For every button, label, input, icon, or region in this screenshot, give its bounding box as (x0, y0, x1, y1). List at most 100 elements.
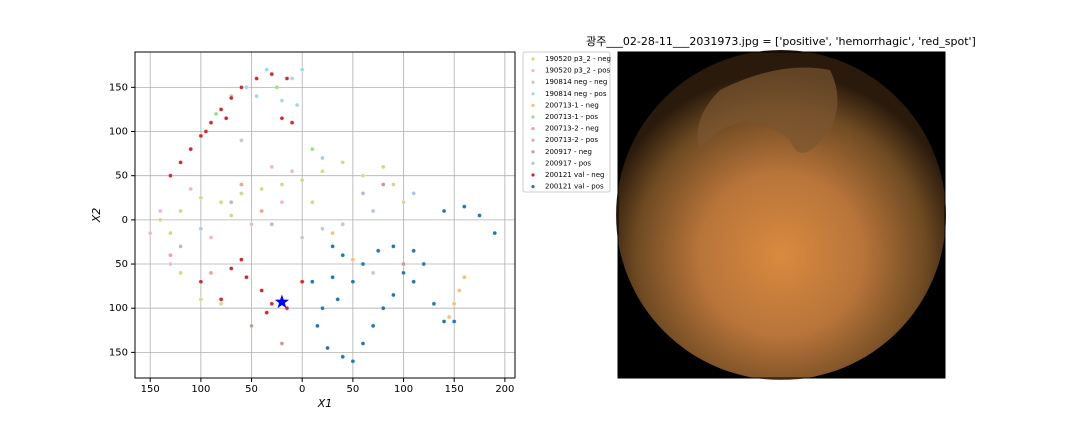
point (218, 200, 224, 205)
point (249, 222, 254, 227)
point (218, 301, 224, 306)
point (279, 116, 285, 121)
legend-marker (531, 173, 535, 177)
legend-label: 200713-2 - pos (545, 136, 598, 144)
point (158, 208, 163, 214)
x-tick-label: 100 (191, 384, 210, 395)
legend-marker (531, 185, 535, 189)
point (370, 323, 376, 329)
point (229, 213, 234, 218)
point (441, 208, 447, 214)
highlight-star (274, 294, 290, 309)
point (381, 182, 386, 187)
point (310, 279, 315, 284)
point (213, 111, 219, 116)
point (279, 182, 285, 187)
point (198, 279, 204, 284)
point (208, 270, 214, 276)
point (198, 133, 204, 139)
point (360, 261, 366, 267)
point (411, 191, 416, 196)
point (269, 71, 274, 77)
point (178, 244, 183, 249)
point (401, 200, 406, 205)
grid (135, 52, 515, 378)
point (381, 164, 386, 170)
point (249, 323, 254, 329)
legend-marker (531, 80, 535, 84)
x-tick-label: 50 (245, 384, 258, 395)
point (229, 200, 234, 205)
plot-frame (134, 51, 516, 379)
y-tick-label: 150 (109, 82, 128, 93)
point (310, 200, 315, 205)
point (218, 297, 224, 302)
point (239, 85, 244, 90)
point (254, 76, 259, 81)
point (350, 359, 356, 364)
point (259, 288, 264, 293)
point (188, 147, 193, 152)
point (269, 222, 274, 227)
image-frame (617, 51, 946, 379)
point (350, 257, 356, 262)
point (340, 253, 345, 258)
point (269, 164, 274, 170)
point (462, 275, 467, 280)
point (325, 345, 330, 351)
point (269, 301, 274, 306)
point (279, 341, 285, 346)
point (264, 67, 269, 72)
point (148, 230, 153, 236)
y-tick-label: 50 (115, 259, 128, 270)
plot-area (135, 52, 515, 378)
point (401, 270, 406, 276)
point (168, 253, 173, 258)
point (370, 270, 376, 276)
y-tick-label: 100 (109, 303, 128, 314)
point (330, 244, 335, 249)
point (431, 301, 437, 306)
point (300, 279, 305, 284)
legend-label: 190814 neg - pos (545, 90, 607, 98)
point (178, 270, 183, 276)
legend-label: 190814 neg - neg (545, 78, 607, 86)
point (441, 319, 447, 324)
point (229, 266, 234, 271)
legend-label: 200121 val - pos (545, 183, 604, 191)
point (259, 208, 264, 214)
legend-marker (531, 127, 535, 131)
point (198, 226, 204, 231)
point (401, 261, 406, 267)
point (198, 297, 204, 302)
point (300, 67, 305, 72)
point (259, 186, 264, 192)
point (320, 226, 325, 231)
point (168, 230, 173, 236)
point (239, 257, 244, 262)
point (335, 297, 340, 302)
image-title: 광주___02-28-11___2031973.jpg = ['positive… (586, 35, 976, 48)
legend-marker (531, 69, 535, 73)
point (203, 129, 209, 134)
legend-marker (531, 161, 535, 165)
legend-marker (531, 115, 535, 119)
point (452, 319, 457, 324)
x-tick-label: 150 (141, 384, 160, 395)
legend-label: 190520 p3_2 - neg (545, 55, 611, 63)
y-tick-label: 100 (109, 127, 128, 138)
point (340, 354, 345, 359)
point (239, 138, 244, 143)
point (279, 200, 285, 205)
point (289, 120, 295, 125)
point (381, 306, 386, 311)
point (198, 195, 204, 200)
legend-marker (531, 103, 535, 107)
point (168, 173, 173, 178)
point (300, 235, 305, 240)
point (300, 177, 305, 183)
legend-label: 190520 p3_2 - pos (545, 67, 610, 75)
point (360, 173, 366, 178)
point (279, 98, 285, 103)
